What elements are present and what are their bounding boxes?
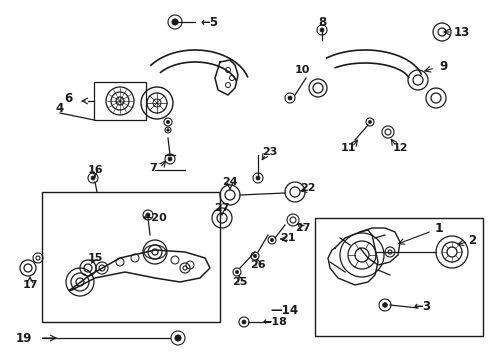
Circle shape [288, 96, 292, 100]
Circle shape [368, 120, 371, 123]
Circle shape [146, 213, 150, 217]
Circle shape [242, 320, 246, 324]
Text: 25: 25 [232, 277, 247, 287]
Text: ←3: ←3 [413, 301, 431, 314]
Circle shape [175, 335, 181, 341]
Circle shape [383, 303, 388, 307]
Text: 26: 26 [250, 260, 266, 270]
Text: —14: —14 [270, 303, 298, 316]
Text: ←18: ←18 [263, 317, 288, 327]
Text: 22: 22 [300, 183, 316, 193]
Circle shape [235, 270, 239, 274]
Text: 15: 15 [87, 253, 103, 263]
Text: 8: 8 [318, 15, 326, 28]
Circle shape [256, 176, 260, 180]
Circle shape [177, 337, 179, 339]
Text: 6: 6 [64, 91, 72, 104]
Text: 4: 4 [56, 102, 64, 114]
Text: 1: 1 [435, 221, 444, 234]
Circle shape [172, 19, 178, 25]
Text: 27: 27 [295, 223, 311, 233]
Text: ←5: ←5 [201, 15, 219, 28]
Circle shape [253, 255, 257, 258]
Bar [315, 218, 483, 336]
Text: 11: 11 [340, 143, 356, 153]
Text: 21: 21 [280, 233, 296, 243]
Text: 23: 23 [262, 147, 278, 157]
Circle shape [174, 21, 176, 23]
Circle shape [167, 120, 170, 123]
Circle shape [91, 176, 95, 180]
Text: 2: 2 [468, 234, 476, 247]
Circle shape [167, 129, 169, 131]
Text: 27: 27 [214, 203, 230, 213]
Text: 16: 16 [87, 165, 103, 175]
Text: 9: 9 [439, 59, 447, 72]
Text: ←20: ←20 [143, 213, 168, 223]
Bar [42, 192, 220, 322]
Text: 12: 12 [392, 143, 408, 153]
Circle shape [320, 28, 324, 32]
Text: 13: 13 [454, 26, 470, 39]
Text: 24: 24 [222, 177, 238, 187]
Circle shape [270, 238, 273, 242]
Text: 10: 10 [294, 65, 310, 75]
Circle shape [168, 157, 172, 161]
Text: 7: 7 [149, 163, 157, 173]
Text: 19: 19 [16, 332, 32, 345]
Bar [94, 82, 146, 120]
Text: 17: 17 [22, 280, 38, 290]
